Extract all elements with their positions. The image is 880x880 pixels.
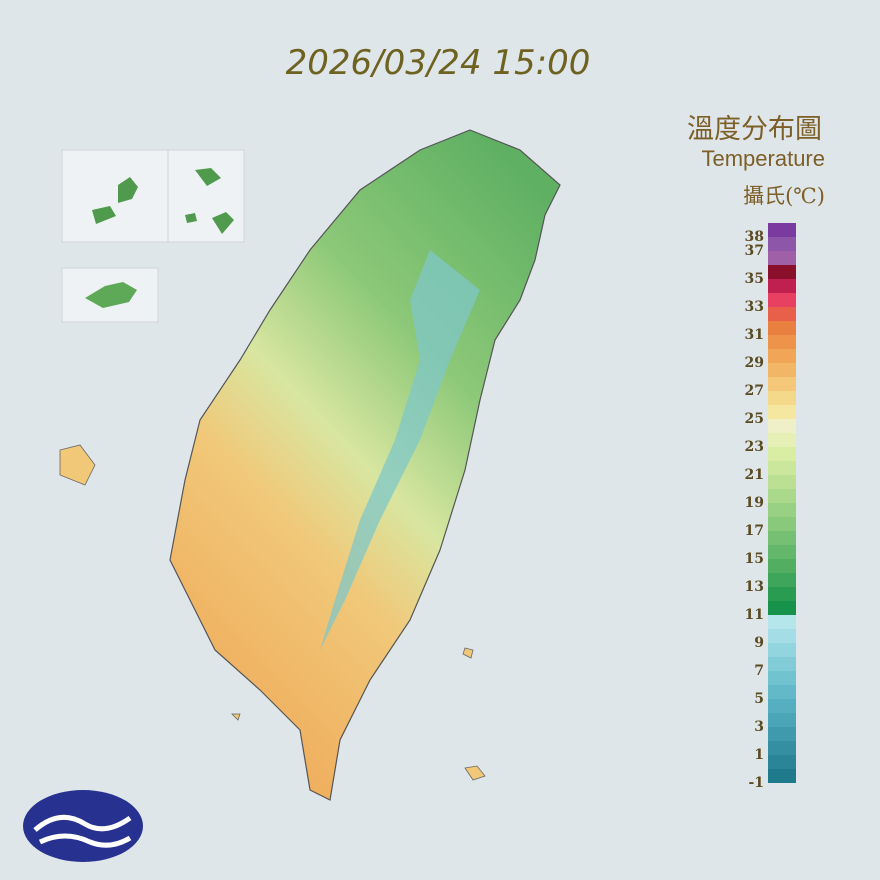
legend-label: 5 bbox=[754, 691, 764, 707]
legend-label: 37 bbox=[745, 243, 764, 259]
legend-label: 38 bbox=[745, 229, 764, 245]
legend-title: 溫度分布圖 bbox=[687, 114, 822, 145]
legend-label: 35 bbox=[745, 271, 764, 287]
legend-swatch bbox=[768, 223, 796, 237]
legend-label: 1 bbox=[754, 747, 764, 763]
legend-swatch bbox=[768, 615, 796, 629]
legend-swatch bbox=[768, 741, 796, 755]
legend-label: 23 bbox=[745, 439, 764, 455]
legend-swatch bbox=[768, 713, 796, 727]
legend-swatch bbox=[768, 293, 796, 307]
legend-swatch bbox=[768, 419, 796, 433]
legend-swatch bbox=[768, 391, 796, 405]
legend-swatch bbox=[768, 265, 796, 279]
legend-swatch bbox=[768, 685, 796, 699]
legend-label: 11 bbox=[745, 607, 764, 623]
legend-swatch bbox=[768, 545, 796, 559]
inset-islands bbox=[61, 149, 245, 323]
legend-swatch bbox=[768, 251, 796, 265]
legend-swatch bbox=[768, 433, 796, 447]
legend-label: 15 bbox=[745, 551, 764, 567]
legend-swatch bbox=[768, 405, 796, 419]
logo bbox=[23, 790, 143, 862]
legend-label: 33 bbox=[745, 299, 764, 315]
legend-swatch bbox=[768, 279, 796, 293]
legend-label: -1 bbox=[748, 775, 764, 791]
legend-label: 3 bbox=[754, 719, 764, 735]
legend-label: 31 bbox=[745, 327, 764, 343]
legend-swatch bbox=[768, 461, 796, 475]
legend-swatch bbox=[768, 475, 796, 489]
legend-swatch bbox=[768, 769, 796, 783]
legend-swatch bbox=[768, 643, 796, 657]
legend-swatch bbox=[768, 489, 796, 503]
legend-swatch bbox=[768, 657, 796, 671]
legend-unit: 攝氏(℃) bbox=[743, 184, 825, 208]
legend-swatch bbox=[768, 587, 796, 601]
legend-swatch bbox=[768, 517, 796, 531]
legend-swatch bbox=[768, 559, 796, 573]
legend-swatch bbox=[768, 363, 796, 377]
legend-label: 27 bbox=[745, 383, 764, 399]
legend-label: 29 bbox=[745, 355, 764, 371]
legend-swatch bbox=[768, 503, 796, 517]
legend-swatch bbox=[768, 699, 796, 713]
legend-swatch bbox=[768, 237, 796, 251]
legend-label: 9 bbox=[754, 635, 764, 651]
legend-swatch bbox=[768, 601, 796, 615]
legend-label: 25 bbox=[745, 411, 764, 427]
legend-swatch bbox=[768, 307, 796, 321]
legend-label: 13 bbox=[745, 579, 764, 595]
legend-label: 17 bbox=[745, 523, 764, 539]
legend-swatch bbox=[768, 671, 796, 685]
legend-swatch bbox=[768, 335, 796, 349]
legend-swatch bbox=[768, 321, 796, 335]
legend-swatch bbox=[768, 349, 796, 363]
legend-swatch bbox=[768, 531, 796, 545]
legend-label: 19 bbox=[745, 495, 764, 511]
legend-label: 7 bbox=[754, 663, 764, 679]
legend-swatch bbox=[768, 377, 796, 391]
legend-swatch bbox=[768, 755, 796, 769]
legend-swatch bbox=[768, 629, 796, 643]
timestamp: 2026/03/24 15:00 bbox=[286, 43, 591, 83]
legend-swatch bbox=[768, 727, 796, 741]
legend-label: 21 bbox=[745, 467, 764, 483]
legend-subtitle: Temperature bbox=[701, 146, 825, 171]
legend-swatch bbox=[768, 447, 796, 461]
legend-swatch bbox=[768, 573, 796, 587]
taiwan bbox=[59, 129, 561, 801]
